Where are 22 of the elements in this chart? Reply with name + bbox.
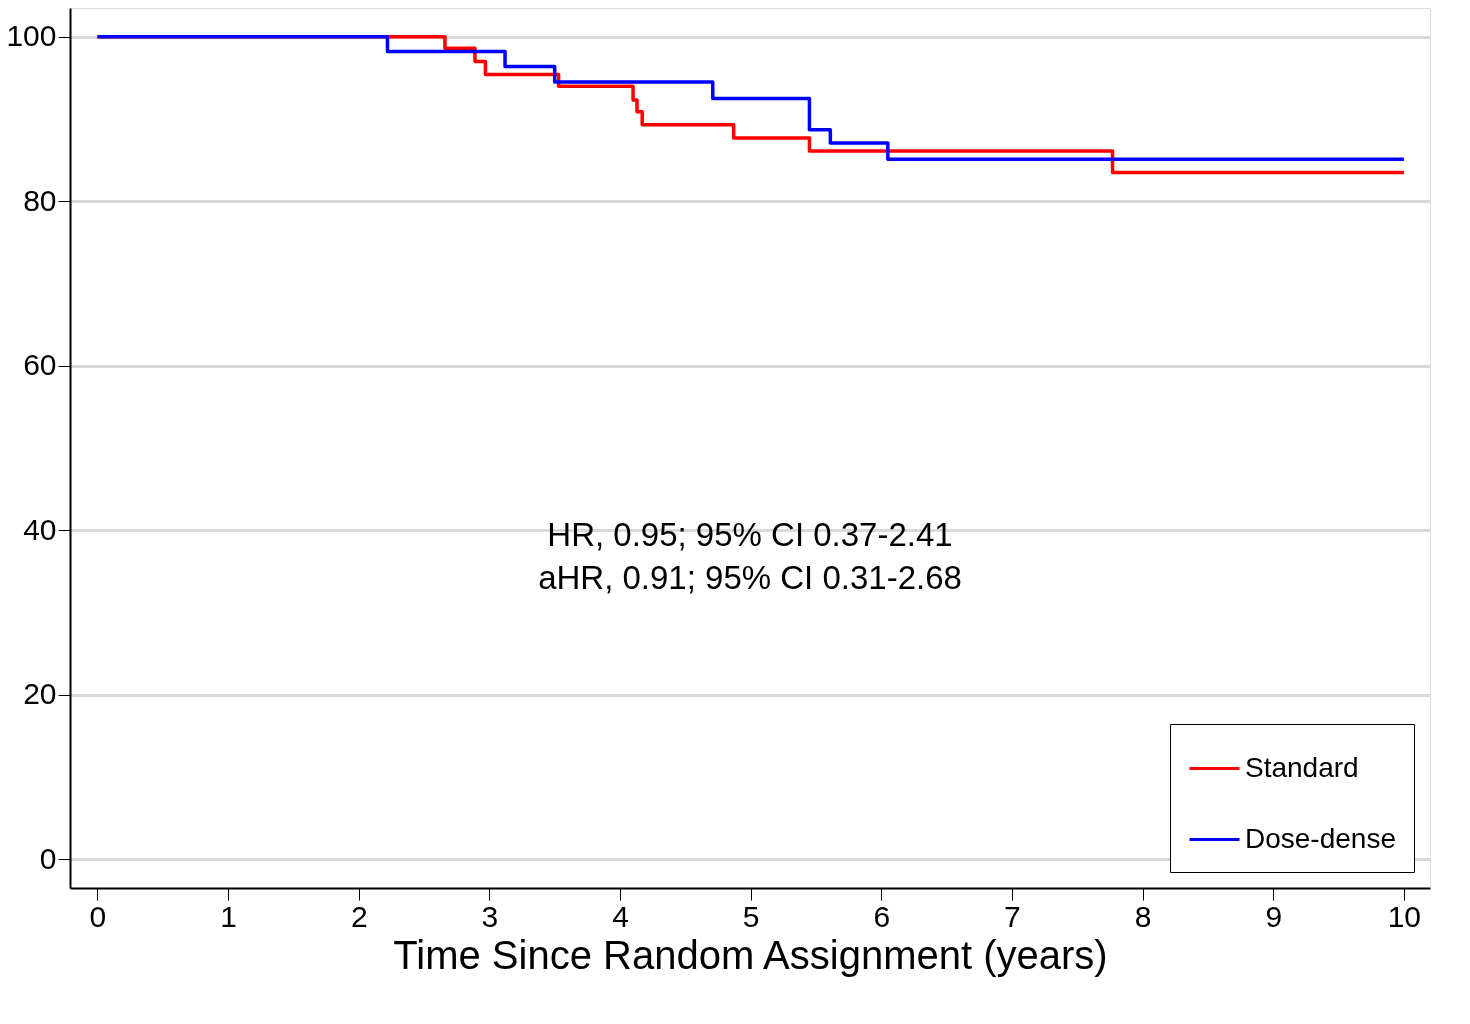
y-tick-label: 20 — [23, 677, 57, 711]
annotation: aHR, 0.91; 95% CI 0.31-2.68 — [538, 559, 962, 596]
x-tick-label: 4 — [612, 899, 629, 933]
x-tick-label: 2 — [350, 899, 368, 933]
x-axis-title: Time Since Random Assignment (years) — [393, 932, 1108, 977]
y-tick-label: 40 — [23, 512, 57, 546]
x-tick-label: 9 — [1265, 899, 1283, 933]
x-tick-label: 8 — [1134, 899, 1152, 933]
legend-label: Dose-dense — [1245, 822, 1396, 854]
x-tick-label: 10 — [1387, 899, 1422, 933]
x-tick-label: 1 — [220, 899, 237, 933]
legend-label: Standard — [1245, 751, 1359, 783]
x-tick-label: 6 — [873, 899, 891, 933]
x-tick-label: 3 — [481, 899, 499, 933]
y-tick-label: 0 — [39, 841, 57, 875]
y-tick-label: 60 — [23, 348, 57, 382]
x-tick-label: 5 — [742, 899, 760, 933]
y-tick-label: 80 — [23, 183, 57, 217]
annotation: HR, 0.95; 95% CI 0.37-2.41 — [547, 516, 953, 553]
y-tick-label: 100 — [6, 19, 57, 53]
x-tick-label: 7 — [1004, 899, 1021, 933]
x-tick-label: 0 — [89, 899, 107, 933]
